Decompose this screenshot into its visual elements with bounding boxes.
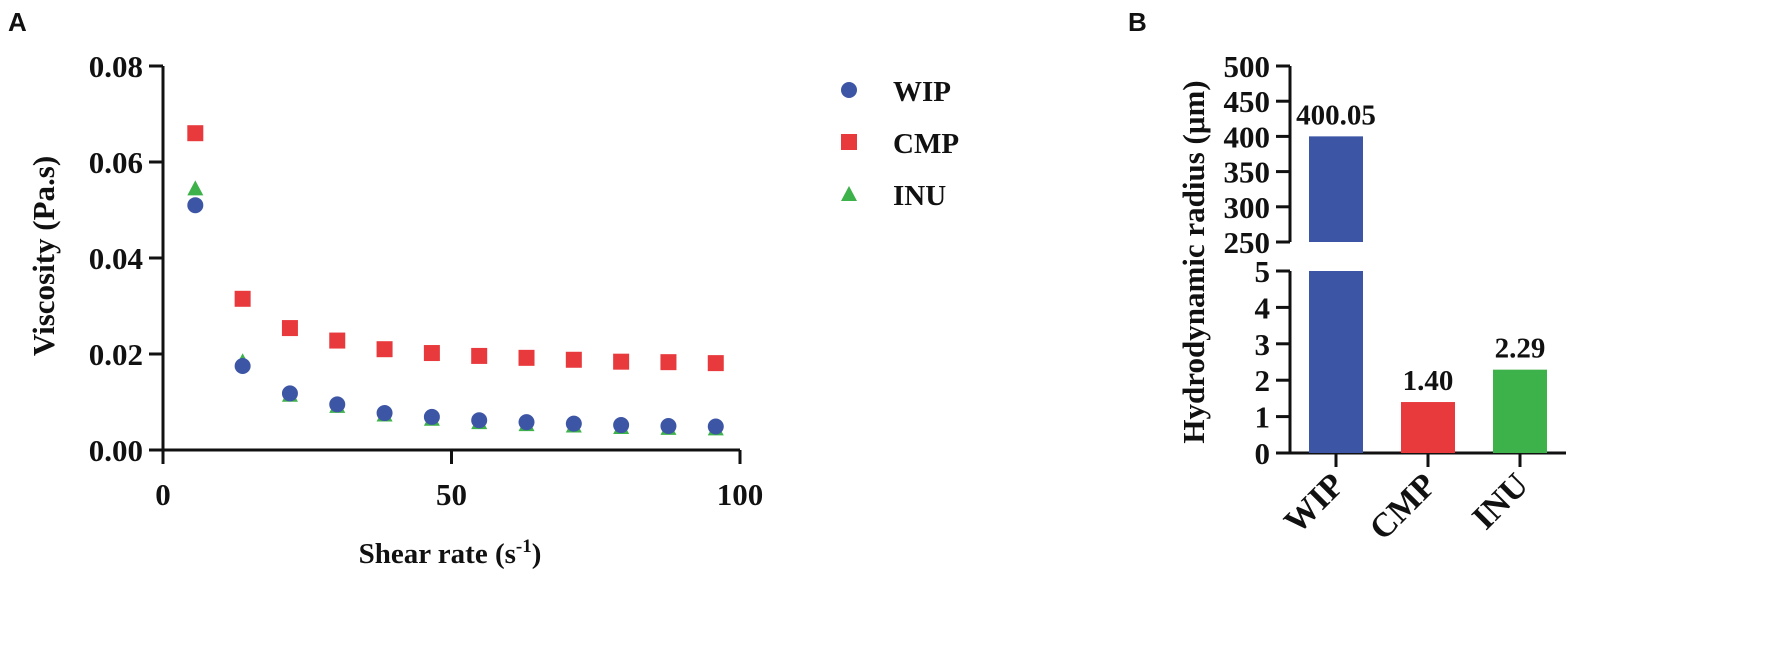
chart-a: A 0.00 0.02 0.04 0.06 0.08 0 50 100 WIP CMP INU V… xyxy=(8,7,959,570)
bar-inu xyxy=(1493,369,1547,453)
point-cmp xyxy=(423,345,440,362)
point-wip xyxy=(518,414,535,431)
y-tick-label-a: 0.08 xyxy=(89,49,143,84)
data-label-cmp: 1.40 xyxy=(1403,365,1454,397)
y-tick-label-lower: 0 xyxy=(1255,436,1271,471)
point-cmp xyxy=(187,125,204,142)
y-tick-label-lower: 2 xyxy=(1255,363,1271,398)
y-tick-label-upper: 350 xyxy=(1224,155,1271,190)
legend-label-cmp: CMP xyxy=(893,128,959,160)
point-wip xyxy=(471,412,488,429)
legend-marker-cmp xyxy=(841,134,857,150)
y-tick-label-lower: 4 xyxy=(1255,290,1271,325)
x-axis-label-text: Shear rate (s xyxy=(359,538,516,570)
y-tick-label-upper: 400 xyxy=(1224,119,1271,154)
category-label-wip: WIP xyxy=(1277,466,1351,540)
point-wip xyxy=(707,418,724,435)
x-axis-label-a: Shear rate (s-1) xyxy=(359,536,542,570)
point-cmp xyxy=(471,347,488,364)
point-cmp xyxy=(281,320,298,337)
y-axis-label-b: Hydrodynamic radius (μm) xyxy=(1176,80,1211,443)
point-cmp xyxy=(707,355,724,372)
point-cmp xyxy=(234,290,251,307)
legend-marker-wip xyxy=(841,82,857,98)
data-points-a xyxy=(187,125,724,436)
point-wip xyxy=(565,415,582,432)
x-axis-label-superscript: -1 xyxy=(516,536,532,557)
y-tick-label-a: 0.02 xyxy=(89,337,143,372)
point-wip xyxy=(234,358,251,374)
point-cmp xyxy=(565,351,582,368)
data-label-inu: 2.29 xyxy=(1495,333,1546,365)
x-tick-label-a: 50 xyxy=(436,477,467,512)
bars-b: 400.05 1.40 2.29 xyxy=(1296,99,1547,453)
point-wip xyxy=(329,396,346,413)
y-tick-label-lower: 1 xyxy=(1255,400,1271,435)
y-tick-label-upper: 450 xyxy=(1224,84,1271,119)
category-label-cmp: CMP xyxy=(1363,466,1444,547)
legend-label-inu: INU xyxy=(893,180,946,212)
axes-a: 0.00 0.02 0.04 0.06 0.08 0 50 100 xyxy=(89,49,764,512)
y-tick-label-upper: 300 xyxy=(1224,190,1271,225)
data-label-wip: 400.05 xyxy=(1296,99,1376,131)
point-cmp xyxy=(660,354,677,371)
point-cmp xyxy=(613,353,630,370)
point-wip xyxy=(660,418,677,434)
legend-label-wip: WIP xyxy=(893,76,951,108)
x-axis-label-suffix: ) xyxy=(532,538,542,570)
panel-letter-b: B xyxy=(1128,7,1147,37)
point-cmp xyxy=(376,341,393,358)
point-wip xyxy=(613,417,630,434)
y-axis-label-a: Viscosity (Pa.s) xyxy=(26,156,61,356)
legend-a: WIP CMP INU xyxy=(841,76,959,212)
point-cmp xyxy=(329,332,346,349)
bar-cmp xyxy=(1401,402,1455,453)
y-tick-label-a: 0.00 xyxy=(89,433,143,468)
point-wip xyxy=(281,385,298,402)
point-wip xyxy=(376,405,393,422)
y-tick-label-a: 0.04 xyxy=(89,241,143,276)
x-tick-label-a: 0 xyxy=(155,477,171,512)
legend-marker-inu xyxy=(841,186,857,201)
bar-wip-upper xyxy=(1309,136,1363,242)
y-tick-label-lower: 5 xyxy=(1255,254,1271,289)
x-tick-label-a: 100 xyxy=(717,477,764,512)
bar-wip-lower xyxy=(1309,271,1363,453)
y-tick-label-lower: 3 xyxy=(1255,327,1271,362)
point-wip xyxy=(423,408,440,425)
point-cmp xyxy=(518,349,535,366)
point-inu xyxy=(187,180,204,196)
y-tick-label-a: 0.06 xyxy=(89,145,143,180)
y-tick-label-upper: 500 xyxy=(1224,49,1271,84)
panel-letter-a: A xyxy=(8,7,27,37)
category-label-inu: INU xyxy=(1465,466,1535,536)
point-wip xyxy=(187,197,204,214)
y-tick-label-upper: 250 xyxy=(1224,225,1271,260)
